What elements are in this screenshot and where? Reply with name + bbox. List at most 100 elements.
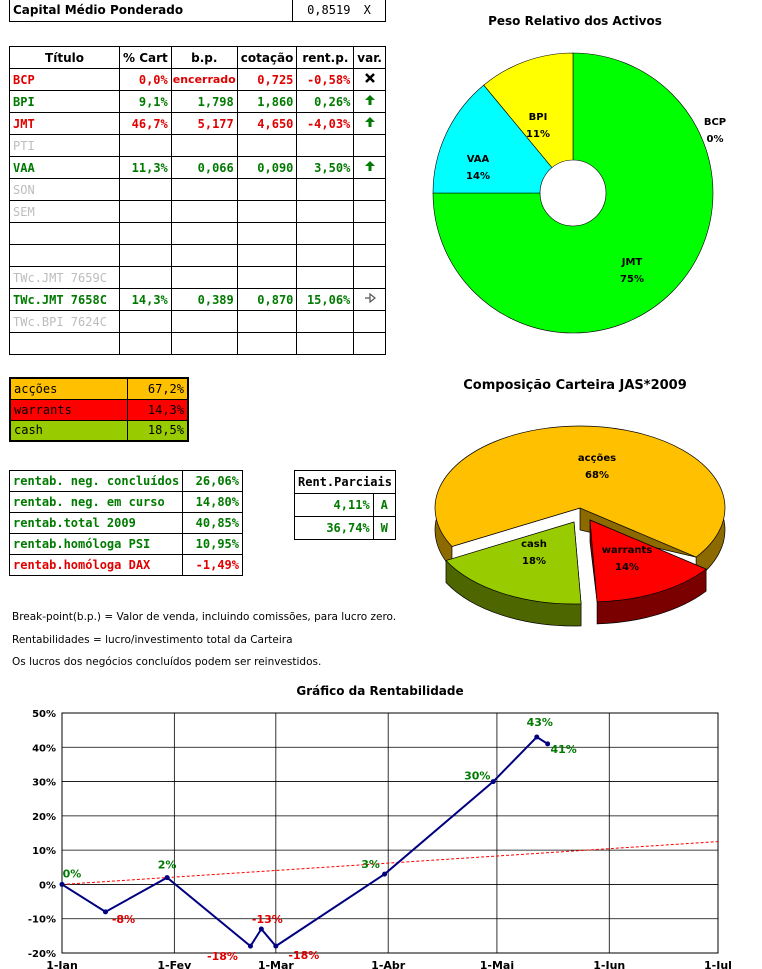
pie3d-slice-top — [589, 519, 707, 603]
x-tick-label: 1-Jul — [704, 959, 732, 969]
col-header: var. — [353, 46, 386, 69]
composition-row: acções 67,2% — [9, 377, 189, 400]
note-line: Break-point(b.p.) = Valor de venda, incl… — [12, 611, 397, 623]
pie3d-chart-title: Composição Carteira JAS*2009 — [463, 378, 687, 393]
rentab-value: 14,80% — [182, 491, 243, 513]
cell-var — [353, 112, 386, 135]
cell-var — [353, 68, 386, 91]
composition-value: 67,2% — [127, 377, 189, 400]
data-point — [59, 881, 65, 887]
rent-parciais-value: 4,11% — [294, 493, 374, 517]
cell-cotacao — [236, 178, 298, 201]
cell-cotacao — [236, 244, 298, 267]
cell-bp — [170, 200, 238, 223]
cell-titulo — [9, 332, 120, 355]
donut-slice-bpi — [483, 52, 574, 168]
note-line: Os lucros dos negócios concluídos podem … — [12, 656, 322, 668]
cell-bp: 1,798 — [170, 90, 238, 113]
cell-bp — [170, 178, 238, 201]
rent-parciais-value: 36,74% — [294, 516, 374, 540]
donut-slice-pct-label: 14% — [466, 171, 490, 182]
table-row: TWc.JMT 7658C 14,3% 0,389 0,870 15,06% — [9, 288, 386, 311]
cell-titulo: BPI — [9, 90, 120, 113]
data-point — [164, 875, 170, 881]
col-header: b.p. — [170, 46, 238, 69]
capital-box: Capital Médio Ponderado 0,8519 X — [9, 0, 386, 22]
arrow-right-icon — [364, 292, 376, 304]
composition-value: 18,5% — [127, 419, 189, 442]
cell-cart — [119, 178, 172, 201]
rentab-label: rentab.homóloga PSI — [8, 533, 184, 555]
cell-rent — [296, 178, 355, 201]
composition-value: 14,3% — [127, 398, 189, 421]
cell-rent — [296, 310, 355, 333]
capital-label: Capital Médio Ponderado — [9, 0, 293, 22]
data-point — [273, 943, 279, 949]
donut-slice-name-label: BCP — [704, 117, 726, 128]
data-label: 2% — [158, 859, 177, 872]
y-tick-label: 20% — [32, 812, 56, 823]
pie3d-slice-pct-label: 14% — [615, 562, 639, 573]
table-row: JMT 46,7% 5,177 4,650 -4,03% — [9, 112, 386, 135]
donut-slice-name-label: BPI — [529, 112, 548, 123]
cell-cotacao: 4,650 — [236, 112, 298, 135]
pie3d-slice-pct-label: 18% — [522, 556, 546, 567]
cell-bp — [170, 332, 238, 355]
rentab-row: rentab.total 2009 40,85% — [8, 512, 243, 534]
cell-cart: 14,3% — [119, 288, 172, 311]
cell-bp: 0,389 — [170, 288, 238, 311]
cell-titulo — [9, 222, 120, 245]
data-point — [490, 779, 496, 785]
rentab-label: rentab. neg. concluídos — [8, 470, 184, 492]
donut-slice-pct-label: 0% — [707, 134, 724, 145]
cell-titulo: TWc.BPI 7624C — [9, 310, 120, 333]
cell-cart: 0,0% — [119, 68, 172, 91]
cell-bp — [170, 310, 238, 333]
table-row: TWc.JMT 7659C — [9, 266, 386, 289]
composition-row: warrants 14,3% — [9, 398, 189, 421]
line-chart: 50% 40% 30% 20% 10% 0% -10% -20%1-Jan 1-Fev 1-Mar… — [28, 709, 732, 969]
rentab-label: rentab.homóloga DAX — [8, 554, 184, 576]
donut-chart: BCP 0% JMT 75% VAA 14% BPI 11% — [432, 52, 726, 334]
cell-var — [353, 266, 386, 289]
table-row: SON — [9, 178, 386, 201]
x-tick-label: 1-Fev — [157, 959, 192, 969]
cell-var — [353, 134, 386, 157]
pie3d-slice-name-label: cash — [521, 539, 547, 550]
data-label: -18% — [288, 949, 319, 962]
cell-rent — [296, 266, 355, 289]
cell-cotacao — [236, 222, 298, 245]
rentabilidade-line — [61, 735, 549, 948]
cell-cart: 46,7% — [119, 112, 172, 135]
cell-var — [353, 178, 386, 201]
pie3d-slice-name-label: acções — [578, 453, 616, 464]
donut-chart-title: Peso Relativo dos Activos — [488, 14, 662, 28]
y-tick-label: 10% — [32, 846, 56, 857]
cell-titulo: JMT — [9, 112, 120, 135]
cell-var — [353, 200, 386, 223]
y-tick-label: 50% — [32, 709, 56, 720]
pie3d-chart: acções 68% warrants 14% cash 18% — [434, 425, 726, 627]
composition-table: acções 67,2% warrants 14,3% cash 18,5% — [9, 377, 189, 442]
cell-rent: 15,06% — [296, 288, 355, 311]
donut-slice-name-label: VAA — [467, 154, 490, 165]
cell-rent — [296, 134, 355, 157]
pie3d-slice-top — [445, 521, 582, 605]
donut-slice-vaa — [432, 84, 553, 194]
cell-cart — [119, 266, 172, 289]
cell-var — [353, 332, 386, 355]
cell-titulo — [9, 244, 120, 267]
cell-rent: -0,58% — [296, 68, 355, 91]
rent-parciais-tag: A — [372, 493, 396, 517]
cell-titulo: SEM — [9, 200, 120, 223]
y-tick-label: -10% — [28, 915, 56, 926]
rentab-row: rentab. neg. em curso 14,80% — [8, 491, 243, 513]
rentab-value: 40,85% — [182, 512, 243, 534]
cell-cart: 11,3% — [119, 156, 172, 179]
composition-label: acções — [9, 377, 128, 400]
cell-cotacao: 0,725 — [236, 68, 298, 91]
rentab-row: rentab.homóloga DAX -1,49% — [8, 554, 243, 576]
data-label: 43% — [527, 716, 553, 729]
table-row: SEM — [9, 200, 386, 223]
rentab-row: rentab. neg. concluídos 26,06% — [8, 470, 243, 492]
